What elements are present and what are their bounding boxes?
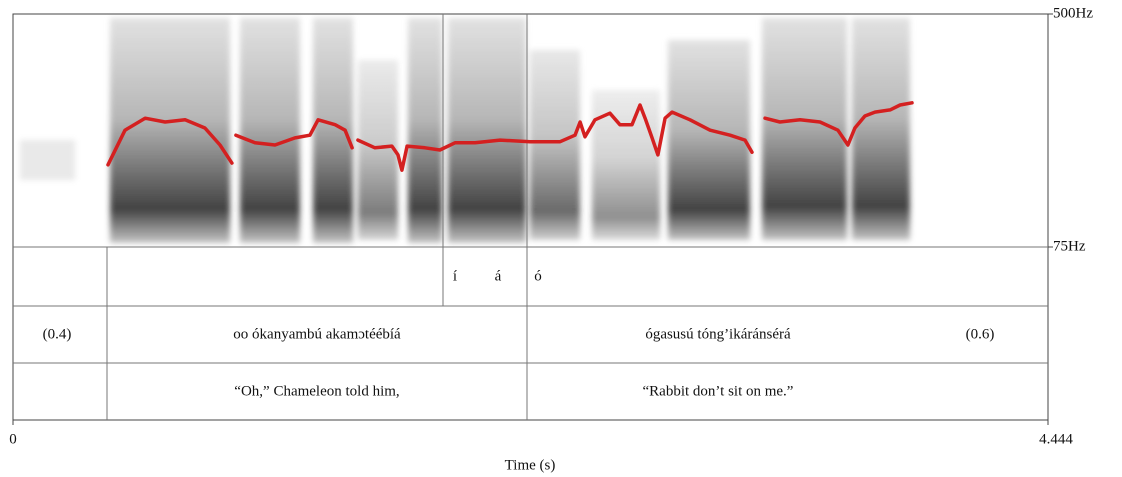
spectrogram-band <box>358 60 398 240</box>
spectrogram-band <box>668 40 750 240</box>
spectrogram-band <box>592 90 660 240</box>
y-tick-label: 75Hz <box>1053 238 1086 254</box>
tier-label: “Rabbit don’t sit on me.” <box>643 383 794 399</box>
spectrogram-band <box>408 18 442 243</box>
x-tick-label: 0 <box>9 431 17 447</box>
tier-label: (0.6) <box>966 326 995 342</box>
tier-label: á <box>495 268 502 284</box>
y-tick-label: 500Hz <box>1053 5 1093 21</box>
spectrogram-band <box>448 18 526 243</box>
x-axis-label: Time (s) <box>505 457 556 473</box>
tier-label: ó <box>534 268 542 284</box>
tier-label: oo ókanyambú akamɔtéébíá <box>233 326 401 342</box>
tier-label: “Oh,” Chameleon told him, <box>234 383 399 399</box>
spectrogram-band <box>110 18 230 243</box>
spectrogram-band <box>852 18 910 240</box>
spectrogram <box>20 18 910 243</box>
tier-label: (0.4) <box>43 326 72 342</box>
tier-label: í <box>453 268 457 284</box>
spectrogram-band <box>20 140 75 180</box>
tier-label: ógasusú tóng’ikáránsérá <box>645 326 791 342</box>
spectrogram-band <box>530 50 580 240</box>
x-tick-label: 4.444 <box>1039 431 1073 447</box>
chart: Time (s) 500Hz 75Hz 0 4.444 í á ó (0.4) oo ókany… <box>0 0 1122 477</box>
spectrogram-band <box>240 18 300 243</box>
